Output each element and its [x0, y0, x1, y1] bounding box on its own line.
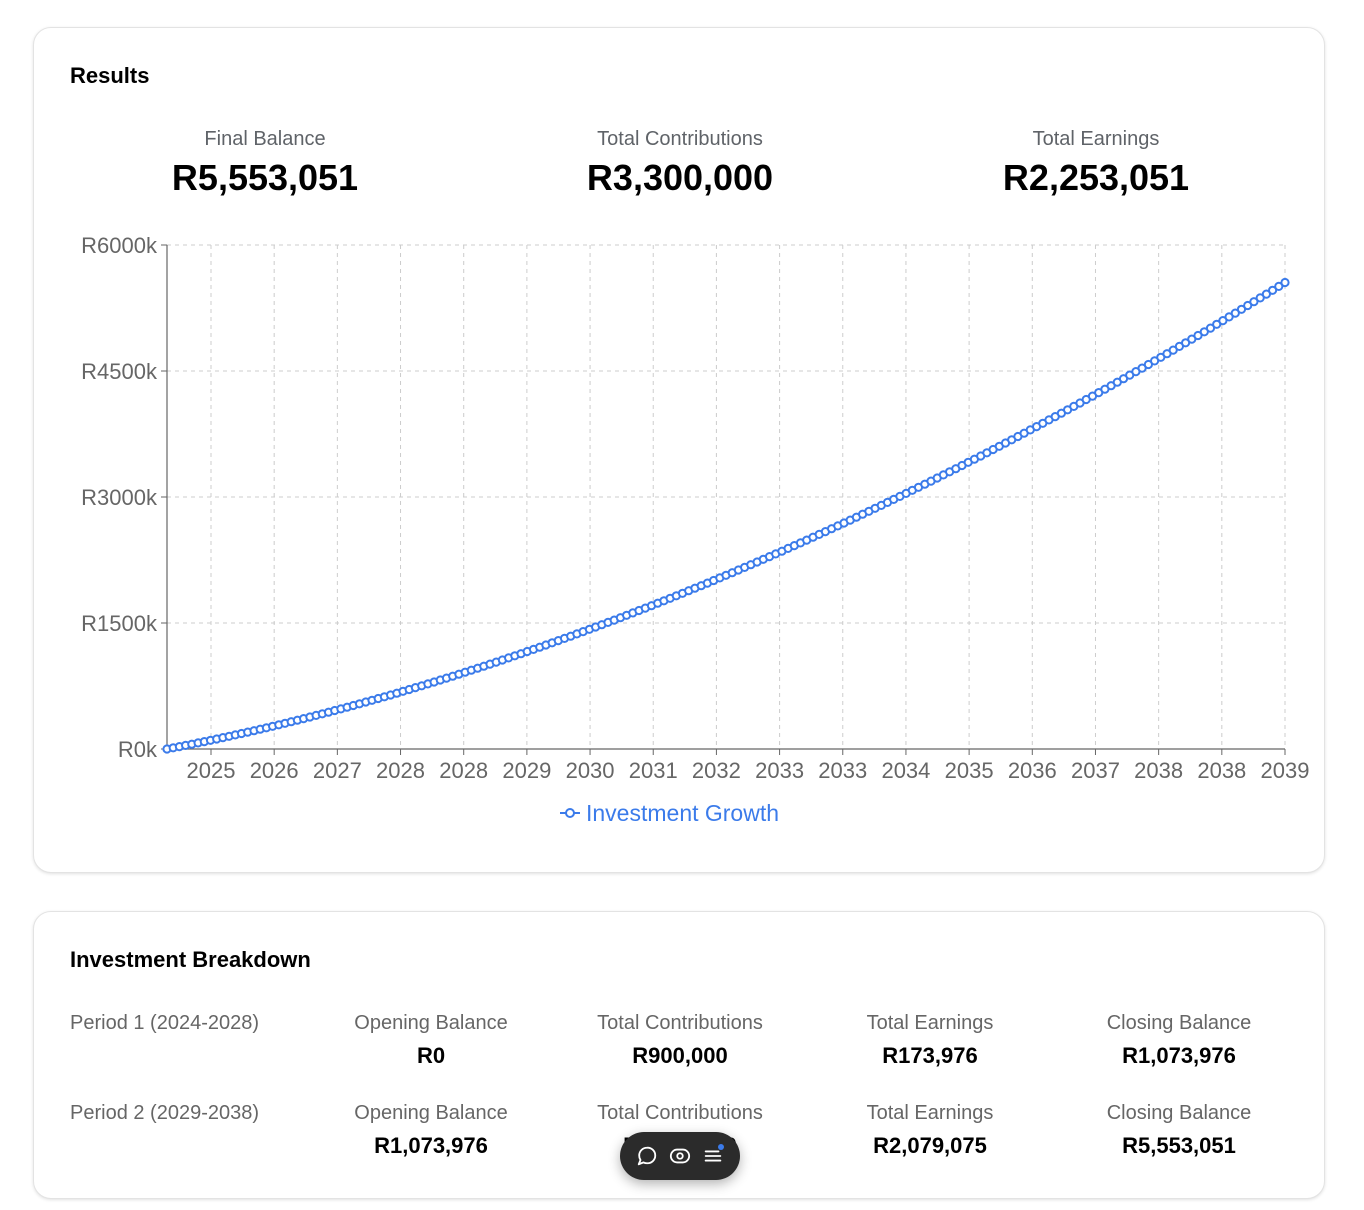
stat-total-earnings: Total Earnings R2,253,051 [936, 126, 1256, 198]
legend-label: Investment Growth [586, 800, 779, 826]
y-tick-label: R3000k [81, 485, 158, 510]
x-tick-label: 2032 [692, 758, 741, 783]
y-tick-label: R4500k [81, 359, 158, 384]
x-tick-label: 2026 [250, 758, 299, 783]
x-tick-label: 2033 [755, 758, 804, 783]
cell-value: R173,976 [882, 1043, 978, 1068]
closing-balance-cell: Closing Balance R5,553,051 [1064, 1100, 1294, 1160]
cell-label: Total Contributions [597, 1102, 763, 1124]
y-tick-label: R6000k [81, 233, 158, 258]
x-tick-label: 2025 [187, 758, 236, 783]
x-tick-label: 2027 [313, 758, 362, 783]
x-tick-label: 2031 [629, 758, 678, 783]
stat-label: Final Balance [204, 128, 326, 150]
results-card: Results Final Balance R5,553,051 Total C… [33, 27, 1325, 873]
notification-dot [718, 1144, 725, 1150]
cell-value: R2,079,075 [873, 1133, 987, 1158]
data-point [1280, 277, 1290, 288]
stat-label: Total Earnings [1032, 128, 1160, 150]
y-tick-label: R1500k [81, 611, 158, 636]
eye-icon[interactable] [666, 1142, 694, 1170]
chart-grid [167, 244, 1286, 749]
cell-label: Opening Balance [354, 1102, 508, 1124]
total-earnings-cell: Total Earnings R2,079,075 [815, 1100, 1045, 1160]
cell-label: Total Earnings [866, 1012, 994, 1034]
cell-value: R1,073,976 [1122, 1043, 1236, 1068]
floating-toolbar [620, 1132, 740, 1180]
x-tick-label: 2037 [1071, 758, 1120, 783]
total-contributions-cell: Total Contributions R900,000 [565, 1010, 795, 1070]
cell-value: R1,073,976 [374, 1133, 488, 1158]
cell-label: Closing Balance [1106, 1102, 1252, 1124]
stat-value: R5,553,051 [171, 157, 359, 198]
x-tick-label: 2028 [376, 758, 425, 783]
x-tick-label: 2038 [1197, 758, 1246, 783]
data-point [1224, 312, 1234, 322]
chart-axes [161, 244, 1286, 755]
cell-value: R0 [416, 1043, 446, 1068]
period-label: Period 2 (2029-2038) [70, 1102, 260, 1124]
closing-balance-cell: Closing Balance R1,073,976 [1064, 1010, 1294, 1070]
cell-label: Closing Balance [1106, 1012, 1252, 1034]
comment-icon[interactable] [633, 1142, 661, 1170]
data-point [1255, 293, 1265, 303]
x-tick-label: 2035 [945, 758, 994, 783]
x-tick-label: 2039 [1261, 758, 1310, 783]
results-title: Results [70, 63, 150, 88]
data-point [1205, 323, 1216, 333]
stat-label: Total Contributions [597, 128, 763, 150]
cell-label: Total Earnings [866, 1102, 994, 1124]
breakdown-title: Investment Breakdown [70, 947, 311, 972]
x-tick-label: 2034 [881, 758, 930, 783]
data-point [1261, 289, 1272, 299]
data-point [1274, 281, 1284, 291]
x-tick-label: 2030 [566, 758, 615, 783]
series-investment-growth [162, 277, 1290, 754]
legend-marker [565, 808, 575, 818]
opening-balance-cell: Opening Balance R1,073,976 [316, 1100, 546, 1160]
total-earnings-cell: Total Earnings R173,976 [815, 1010, 1045, 1070]
x-tick-label: 2033 [818, 758, 867, 783]
data-point [1230, 308, 1240, 318]
y-axis-ticks: R0k R1500k R3000k R4500k R6000k [81, 233, 158, 762]
cell-value: R5,553,051 [1122, 1133, 1236, 1158]
y-tick-label: R0k [118, 737, 158, 762]
investment-growth-chart: R0k R1500k R3000k R4500k R6000k 2025 2026 2027… [81, 233, 1310, 826]
stat-final-balance: Final Balance R5,553,051 [105, 126, 425, 198]
stat-value: R2,253,051 [1002, 157, 1190, 198]
stat-total-contributions: Total Contributions R3,300,000 [520, 126, 840, 198]
x-tick-label: 2028 [439, 758, 488, 783]
data-point [1243, 300, 1253, 311]
chart-legend: Investment Growth [560, 800, 779, 826]
x-axis-ticks: 2025 2026 2027 2028 2028 2029 2030 2031 2032 2033… [187, 758, 1310, 783]
x-tick-label: 2038 [1134, 758, 1183, 783]
series-line [166, 281, 1286, 750]
x-tick-label: 2036 [1008, 758, 1057, 783]
opening-balance-cell: Opening Balance R0 [316, 1010, 546, 1070]
data-point [1236, 304, 1247, 314]
data-point [1249, 297, 1259, 307]
data-point [1268, 285, 1278, 295]
cell-value: R900,000 [632, 1043, 728, 1068]
menu-icon[interactable] [699, 1142, 727, 1170]
cell-label: Total Contributions [597, 1012, 763, 1034]
period-label: Period 1 (2024-2028) [70, 1012, 260, 1034]
stat-value: R3,300,000 [586, 157, 774, 198]
cell-label: Opening Balance [354, 1012, 508, 1034]
x-tick-label: 2029 [502, 758, 551, 783]
